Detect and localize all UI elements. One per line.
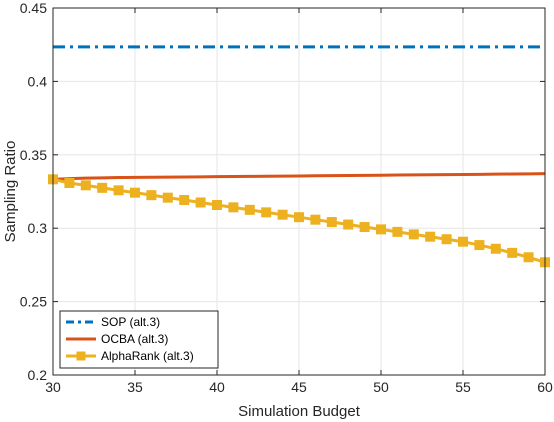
series-3-marker	[490, 243, 501, 254]
series-3-marker	[376, 224, 386, 235]
series-3-marker	[195, 197, 206, 208]
series-3-marker	[359, 222, 370, 233]
series-3-marker	[441, 234, 452, 245]
series-3-marker	[80, 180, 91, 191]
y-tick-label: 0.3	[28, 220, 48, 236]
series-3-marker	[310, 214, 321, 225]
series-layer	[48, 45, 550, 268]
x-axis-label: Simulation Budget	[238, 403, 361, 420]
series-3-marker	[179, 195, 190, 206]
x-tick-label: 45	[291, 379, 307, 395]
series-3-marker	[425, 231, 436, 242]
series-3-marker	[326, 217, 337, 228]
series-3-marker	[228, 202, 239, 213]
series-3-marker	[162, 192, 173, 203]
x-tick-label: 35	[127, 379, 143, 395]
y-tick-label: 0.35	[20, 147, 47, 163]
series-3-marker	[97, 182, 108, 193]
series-3-marker	[507, 247, 518, 258]
y-axis-label: Sampling Ratio	[2, 141, 19, 243]
series-line-2	[52, 172, 546, 181]
series-3-marker	[277, 209, 288, 220]
legend-label-1: SOP (alt.3)	[101, 315, 160, 329]
y-tick-label: 0.25	[20, 294, 47, 310]
series-3-marker	[392, 226, 403, 237]
series-3-marker	[146, 190, 157, 201]
tick-layer: 30 35 40 45 50 55 60 0.2 0.25 0.3 0.35 0.4 0.45	[20, 0, 553, 395]
series-3-marker	[244, 204, 255, 215]
series-3-marker	[523, 252, 534, 263]
y-tick-label: 0.2	[28, 367, 48, 383]
series-3-marker	[261, 207, 272, 218]
series-3-marker	[64, 177, 75, 188]
series-3-marker	[474, 240, 485, 251]
series-3-marker	[458, 236, 468, 247]
x-tick-label: 30	[45, 379, 61, 395]
x-tick-label: 55	[455, 379, 471, 395]
legend-label-2: OCBA (alt.3)	[101, 332, 168, 346]
series-3-marker	[294, 212, 304, 223]
series-3-marker	[130, 187, 140, 198]
x-tick-label: 40	[209, 379, 225, 395]
x-tick-label: 60	[537, 379, 553, 395]
series-3-marker	[408, 229, 419, 240]
series-3-marker	[343, 219, 354, 230]
legend: SOP (alt.3) OCBA (alt.3) AlphaRank (alt.3)	[59, 310, 219, 369]
series-3-marker	[212, 200, 222, 211]
y-tick-label: 0.45	[20, 0, 47, 16]
legend-marker-3	[76, 351, 86, 361]
series-3-marker	[113, 185, 124, 196]
legend-label-3: AlphaRank (alt.3)	[101, 349, 194, 363]
y-tick-label: 0.4	[28, 73, 48, 89]
x-tick-label: 50	[373, 379, 389, 395]
